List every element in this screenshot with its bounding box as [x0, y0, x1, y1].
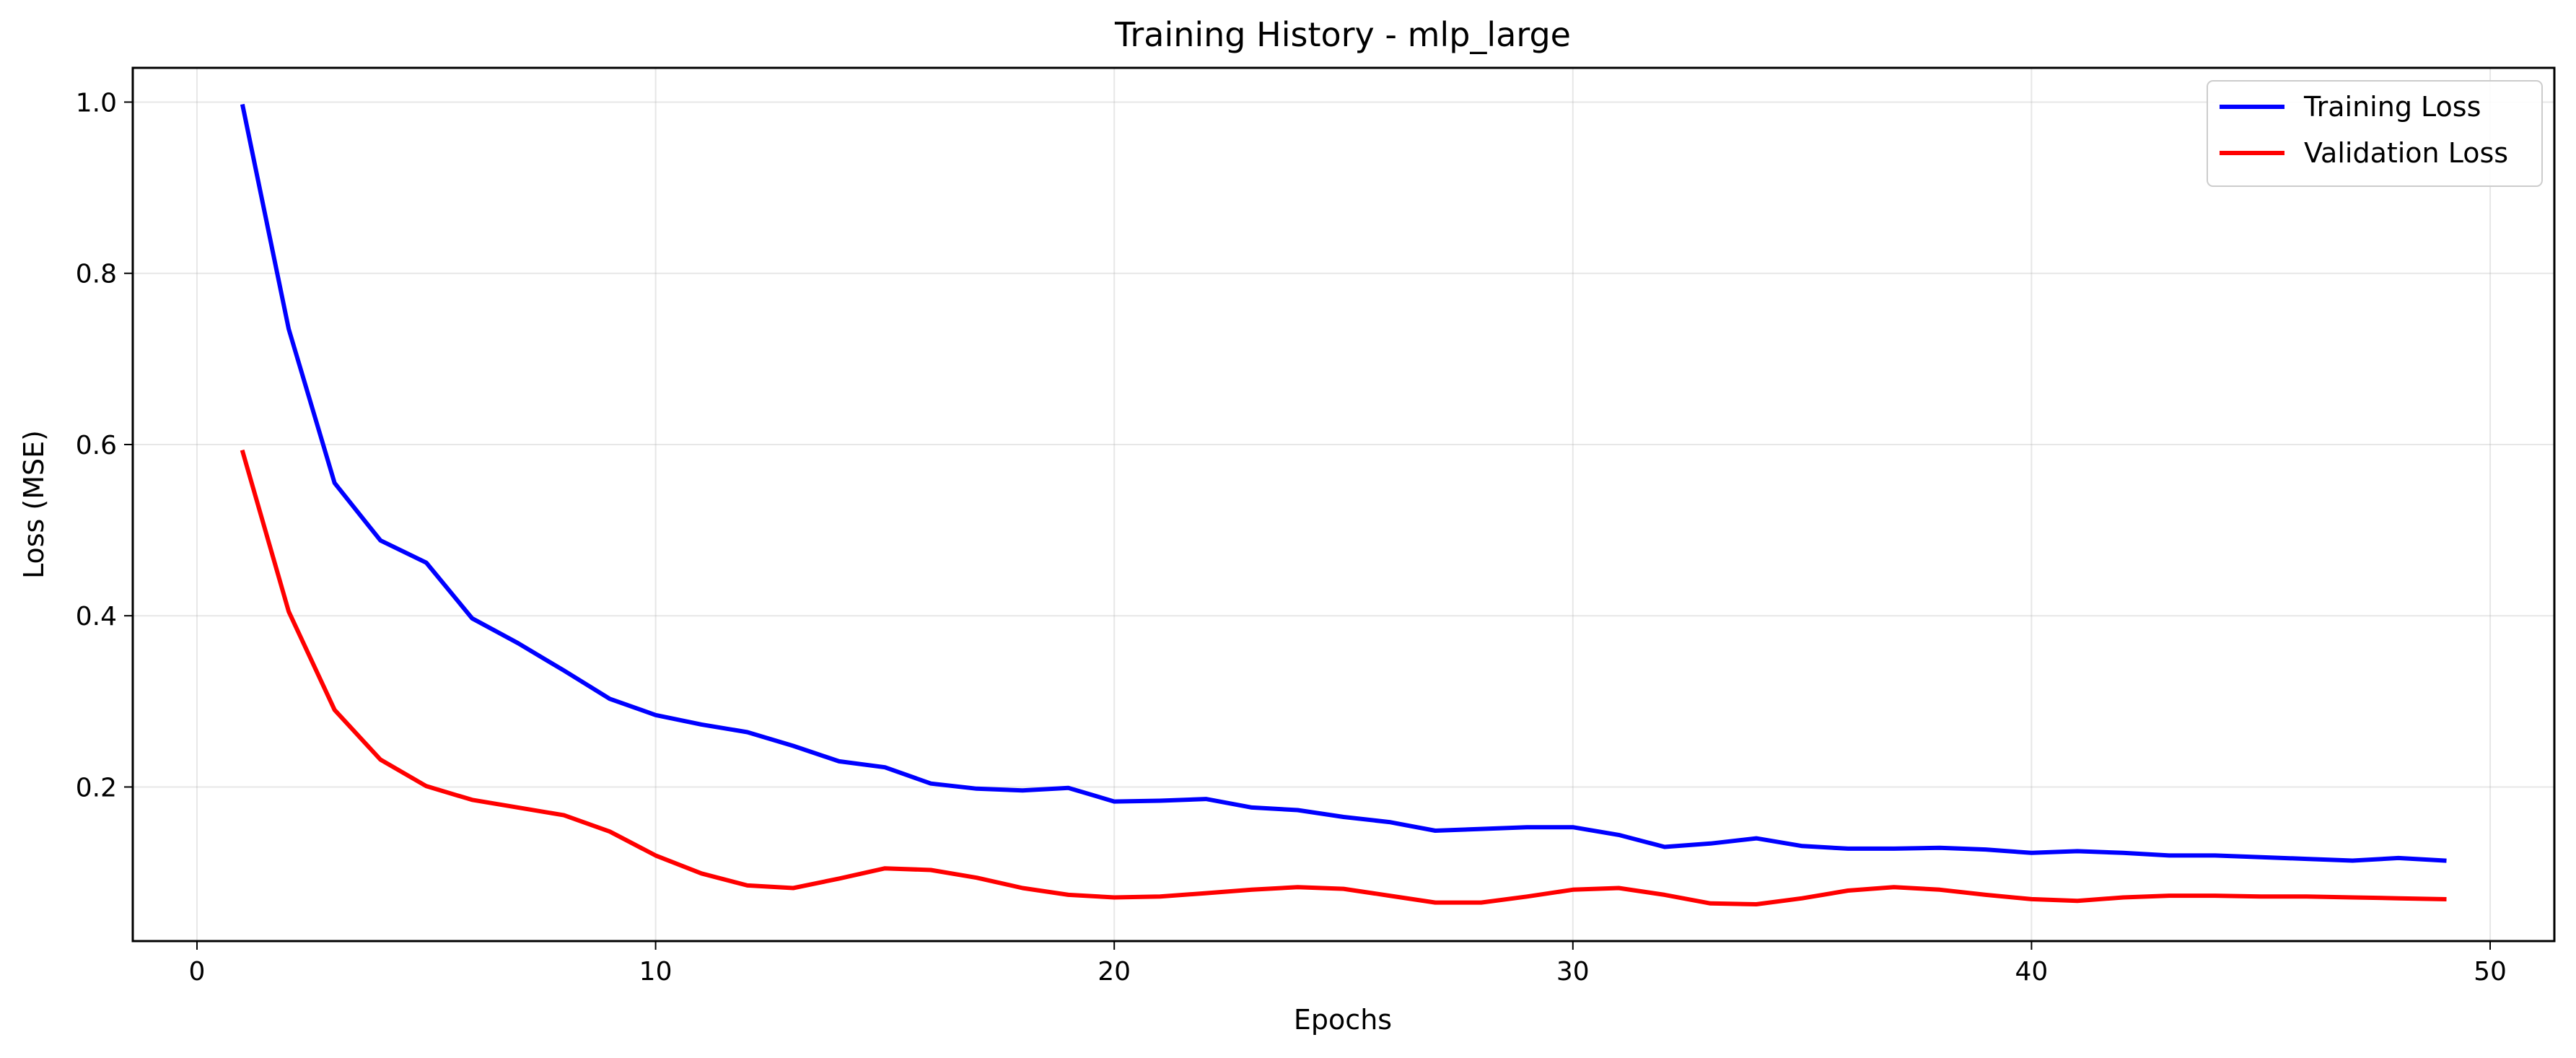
- axis-ticks: 0 10 20 30 40 50 0.2 0.4 0.6 0.8 1.0: [76, 88, 2507, 987]
- y-tick-label: 0.6: [76, 431, 117, 460]
- x-tick-label: 0: [189, 957, 206, 987]
- validation-loss-line: [240, 449, 2447, 906]
- training-loss-line: [240, 103, 2447, 863]
- x-tick-label: 30: [1556, 957, 1590, 987]
- y-tick-label: 0.8: [76, 260, 117, 289]
- series-lines: [240, 103, 2447, 906]
- legend-box: [2207, 80, 2543, 187]
- legend: Training Loss Validation Loss: [2207, 80, 2543, 187]
- x-tick-label: 40: [2015, 957, 2049, 987]
- plot-frame: [131, 66, 2556, 943]
- x-axis-title: Epochs: [1294, 1004, 1392, 1036]
- legend-label-training: Training Loss: [2303, 91, 2481, 123]
- x-tick-label: 50: [2474, 957, 2507, 987]
- x-tick-label: 10: [639, 957, 673, 987]
- y-axis-title: Loss (MSE): [18, 430, 50, 579]
- y-tick-label: 0.2: [76, 773, 117, 803]
- x-tick-label: 20: [1098, 957, 1131, 987]
- y-tick-label: 0.4: [76, 602, 117, 631]
- grid: [133, 68, 2554, 941]
- chart-title: Training History - mlp_large: [1114, 15, 1571, 54]
- legend-label-validation: Validation Loss: [2304, 137, 2508, 169]
- y-tick-label: 1.0: [76, 88, 117, 118]
